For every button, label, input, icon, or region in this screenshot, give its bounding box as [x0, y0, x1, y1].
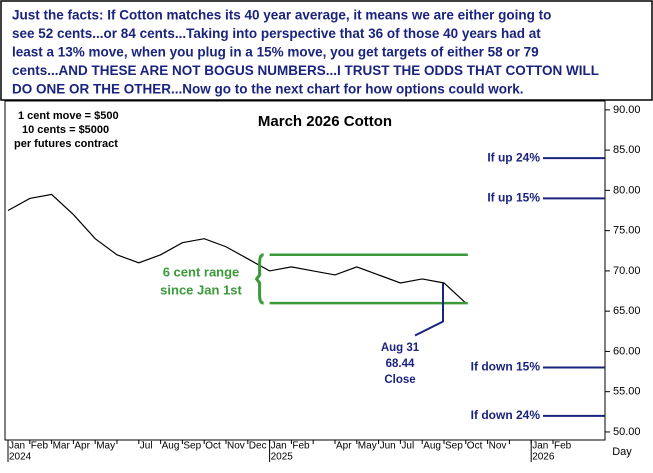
x-unit: Day	[612, 446, 632, 458]
x-tick-label: Sep	[445, 441, 463, 452]
y-tick-label: 55.00	[613, 386, 641, 398]
x-tick-label: Jan	[271, 441, 287, 452]
level-label: If up 24%	[487, 150, 540, 164]
x-tick-label: Dec	[249, 441, 267, 452]
range-label: 6 cent range	[163, 264, 240, 279]
x-tick-label: Aug	[423, 441, 441, 452]
x-tick-label: Feb	[31, 441, 49, 452]
note-line: see 52 cents...or 84 cents...Taking into…	[12, 26, 541, 41]
x-tick-label: Nov	[489, 441, 507, 452]
x-tick-label: May	[96, 441, 115, 452]
x-tick-label: Feb	[554, 441, 572, 452]
y-tick-label: 80.00	[613, 184, 641, 196]
x-tick-label: Feb	[292, 441, 310, 452]
x-tick-label: Jun	[380, 441, 396, 452]
y-tick-label: 90.00	[613, 104, 641, 116]
close-label: Close	[384, 374, 415, 386]
close-label: 68.44	[386, 358, 415, 370]
info-line: 1 cent move = $500	[18, 110, 119, 122]
range-bracket	[254, 253, 264, 305]
x-tick-label: Apr	[74, 441, 90, 452]
x-tick-label: Jul	[401, 441, 414, 452]
y-tick-label: 75.00	[613, 225, 641, 237]
price-line	[7, 193, 467, 304]
note-line: cents...AND THESE ARE NOT BOGUS NUMBERS.…	[12, 63, 599, 78]
level-label: If up 15%	[487, 191, 540, 205]
x-tick-label: Nov	[227, 441, 245, 452]
year-label: 2025	[271, 452, 294, 463]
x-tick-label: Oct	[467, 441, 483, 452]
y-tick-label: 85.00	[613, 144, 641, 156]
close-pointer	[414, 283, 444, 337]
year-label: 2026	[532, 452, 555, 463]
y-tick-label: 70.00	[613, 265, 641, 277]
y-tick-label: 60.00	[613, 345, 641, 357]
y-tick-label: 50.00	[613, 426, 641, 438]
level-label: If down 24%	[471, 408, 541, 422]
x-tick-label: Jan	[9, 441, 25, 452]
x-tick-label: Aug	[162, 441, 180, 452]
year-label: 2024	[9, 452, 32, 463]
chart-title: March 2026 Cotton	[258, 113, 392, 130]
close-label: Aug 31	[381, 342, 420, 354]
x-tick-label: Jul	[140, 441, 153, 452]
x-tick-label: Jan	[532, 441, 548, 452]
x-tick-label: Apr	[336, 441, 352, 452]
y-tick-label: 65.00	[613, 305, 641, 317]
info-line: per futures contract	[14, 138, 118, 150]
x-tick-label: May	[358, 441, 377, 452]
note-line: DO ONE OR THE OTHER...Now go to the next…	[12, 82, 524, 97]
range-label: since Jan 1st	[160, 282, 242, 297]
x-tick-label: Mar	[53, 441, 71, 452]
note-box	[0, 0, 653, 101]
info-line: 10 cents = $5000	[22, 124, 109, 136]
note-line: Just the facts: If Cotton matches its 40…	[12, 8, 551, 23]
x-tick-label: Sep	[183, 441, 201, 452]
level-label: If down 15%	[471, 360, 541, 374]
note-line: least a 13% move, when you plug in a 15%…	[12, 45, 539, 60]
x-tick-label: Oct	[205, 441, 221, 452]
